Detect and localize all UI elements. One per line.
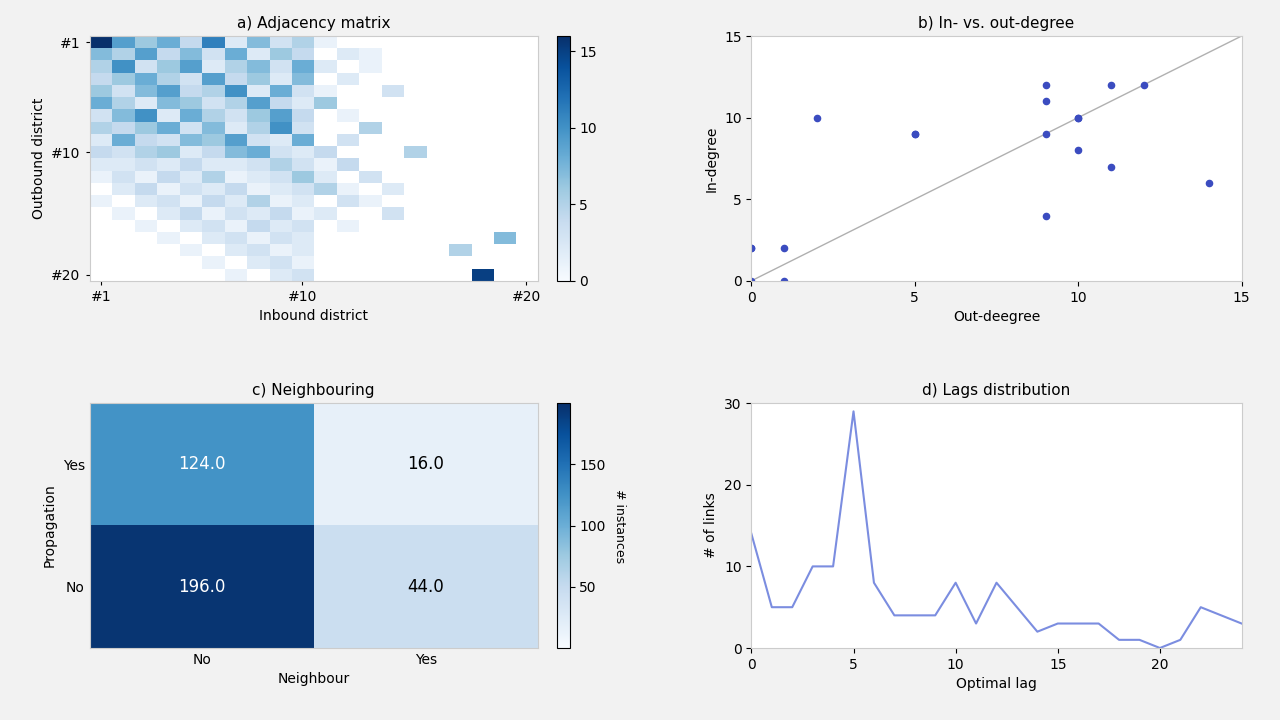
Point <box>1036 210 1056 221</box>
X-axis label: Optimal lag: Optimal lag <box>956 678 1037 691</box>
Point <box>905 128 925 140</box>
Text: 44.0: 44.0 <box>407 577 444 596</box>
Title: a) Adjacency matrix: a) Adjacency matrix <box>237 16 390 31</box>
Text: 196.0: 196.0 <box>178 577 225 596</box>
Title: d) Lags distribution: d) Lags distribution <box>923 383 1070 398</box>
Point <box>1068 112 1088 123</box>
Point <box>774 275 795 287</box>
Point <box>1036 79 1056 91</box>
Text: 16.0: 16.0 <box>407 456 444 474</box>
X-axis label: Neighbour: Neighbour <box>278 672 349 686</box>
Point <box>1101 161 1121 172</box>
Point <box>741 243 762 254</box>
Y-axis label: # instances: # instances <box>613 489 626 562</box>
Point <box>1198 177 1219 189</box>
Point <box>741 275 762 287</box>
Y-axis label: Outbound district: Outbound district <box>32 98 46 219</box>
X-axis label: Out-deegree: Out-deegree <box>952 310 1041 324</box>
Title: b) In- vs. out-degree: b) In- vs. out-degree <box>918 16 1075 31</box>
Text: 124.0: 124.0 <box>178 456 225 474</box>
Point <box>1036 96 1056 107</box>
Title: c) Neighbouring: c) Neighbouring <box>252 383 375 398</box>
Point <box>905 128 925 140</box>
Point <box>1068 112 1088 123</box>
Point <box>1036 128 1056 140</box>
Point <box>741 243 762 254</box>
Point <box>1068 145 1088 156</box>
X-axis label: Inbound district: Inbound district <box>259 310 369 323</box>
Y-axis label: # of links: # of links <box>704 492 718 559</box>
Point <box>1101 79 1121 91</box>
Y-axis label: Propagation: Propagation <box>44 484 58 567</box>
Point <box>774 243 795 254</box>
Y-axis label: In-degree: In-degree <box>704 125 718 192</box>
Point <box>1133 79 1153 91</box>
Point <box>806 112 827 123</box>
